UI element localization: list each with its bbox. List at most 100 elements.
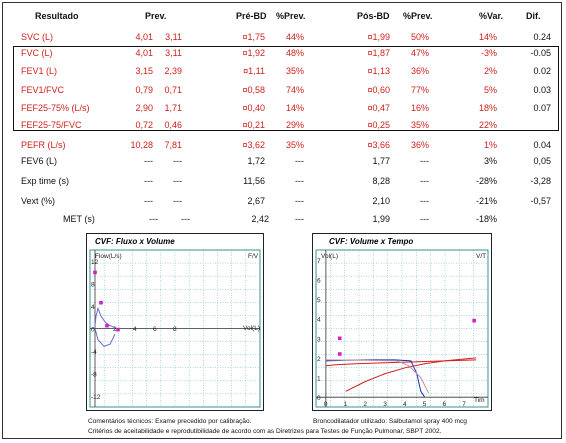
cell-result: 4,01 — [135, 48, 153, 58]
cell-prev: --- — [173, 156, 182, 166]
x-tick-label: 5 — [423, 401, 427, 408]
cell-dif: -0,57 — [530, 196, 551, 206]
series-line — [94, 328, 116, 347]
cell-dif: 0.24 — [533, 32, 551, 42]
cell-pct_pos: 47% — [410, 48, 429, 58]
y-tick-label: 5 — [317, 297, 321, 304]
cell-pre: 11,56 — [243, 176, 265, 186]
cell-pct_pre: 44% — [285, 32, 304, 42]
y-tick-label: -8 — [91, 371, 97, 378]
cell-pos: ¤1,87 — [367, 48, 390, 58]
cell-pos: ¤0,60 — [367, 85, 390, 95]
cell-pct_pre: 35% — [285, 66, 304, 76]
data-marker — [105, 323, 109, 328]
x-tick-label: 1 — [344, 401, 348, 408]
cell-label: FEV6 (L) — [21, 156, 58, 166]
report-frame — [2, 2, 562, 439]
cell-result: 3,15 — [135, 66, 153, 76]
x-tick-label: 2 — [363, 401, 367, 408]
cell-prev: --- — [181, 214, 190, 224]
cell-pct_pre: 35% — [285, 140, 304, 150]
cell-pos: 1,77 — [372, 156, 390, 166]
series-line — [94, 306, 116, 329]
cell-prev: 2,39 — [164, 66, 182, 76]
cell-pos: ¤1,13 — [367, 66, 390, 76]
cell-var: -3% — [480, 48, 497, 58]
cell-result: 0,72 — [135, 120, 153, 130]
cell-pct_pre: --- — [295, 196, 304, 206]
cell-dif: -0.05 — [530, 48, 551, 58]
cell-pct_pre: --- — [295, 156, 304, 166]
cell-pct_pre: --- — [295, 176, 304, 186]
cell-label: FEV1/FVC — [21, 85, 65, 95]
cell-pct_pre: 48% — [285, 48, 304, 58]
cell-pos: ¤1,99 — [367, 32, 390, 42]
cell-pos: 8,28 — [372, 176, 390, 186]
cell-label: FEF25-75% (L/s) — [21, 103, 90, 113]
y-tick-label: 4 — [91, 304, 95, 311]
cell-dif: 0.02 — [533, 66, 551, 76]
cell-pre: 2,67 — [247, 196, 265, 206]
cell-dif: 0,05 — [533, 156, 551, 166]
x-tick-label: 2 — [113, 326, 117, 333]
cell-pct_pos: --- — [420, 214, 429, 224]
cell-pct_pos: 77% — [410, 85, 429, 95]
cell-result: --- — [149, 214, 158, 224]
cell-pre: ¤1,75 — [242, 32, 265, 42]
cell-var: 18% — [478, 103, 497, 113]
footer-comments: Comentários técnicos: Exame precedido po… — [88, 418, 252, 425]
cell-pos: 2,10 — [372, 196, 390, 206]
y-tick-label: -4 — [91, 349, 97, 356]
data-marker — [99, 300, 103, 305]
header-dif: Dif. — [526, 11, 541, 21]
cell-pre: ¤1,11 — [243, 66, 265, 76]
volume-time-chart: CVF: Volume x Tempo 7 6 5 4 3 2 1 0 0 1 2 3 4 5 6 7 Vol(L… — [312, 233, 492, 411]
data-marker — [337, 336, 342, 341]
cell-dif: 0.07 — [533, 103, 551, 113]
cell-prev: 3,11 — [165, 48, 182, 58]
cell-pct_pos: 36% — [410, 140, 429, 150]
cell-label: Exp time (s) — [21, 176, 70, 186]
y-tick-label: 7 — [317, 258, 321, 265]
header-prev: Prev. — [145, 11, 167, 21]
y-tick-label: 12 — [91, 259, 99, 266]
cell-pos: ¤3,66 — [367, 140, 390, 150]
cell-pct_pos: --- — [420, 176, 429, 186]
header-pct-prev-pos: %Prev. — [403, 11, 433, 21]
header-resultado: Resultado — [35, 11, 79, 21]
cell-label: FEF25-75/FVC — [21, 120, 82, 130]
x-axis-label: Tim — [474, 397, 485, 404]
abnormal-results-box — [13, 46, 559, 131]
cell-result: --- — [144, 176, 153, 186]
cell-pre: 2,42 — [251, 214, 269, 224]
data-marker — [337, 352, 342, 356]
data-marker — [93, 270, 97, 275]
cell-label: FEV1 (L) — [21, 66, 58, 76]
cell-result: --- — [144, 196, 153, 206]
cell-var: 22% — [478, 120, 497, 130]
cell-var: -21% — [475, 196, 497, 206]
cell-result: 0,79 — [135, 85, 153, 95]
cell-pct_pre: 29% — [285, 120, 304, 130]
cell-pct_pre: 74% — [285, 85, 304, 95]
x-axis-label: Vol(L) — [243, 325, 260, 332]
cell-label: PEFR (L/s) — [21, 140, 66, 150]
y-tick-label: -12 — [91, 394, 101, 401]
cell-result: --- — [144, 156, 153, 166]
cell-dif: -3,28 — [530, 176, 551, 186]
x-tick-label: 8 — [173, 326, 177, 333]
data-marker — [472, 318, 476, 323]
cell-pre: 1,72 — [247, 156, 265, 166]
y-tick-label: 0 — [91, 327, 95, 334]
cell-var: 1% — [483, 140, 497, 150]
x-tick-label: 6 — [443, 401, 447, 408]
cell-pos: ¤0,25 — [367, 120, 390, 130]
x-tick-label: 6 — [153, 326, 157, 333]
series-line — [345, 357, 477, 392]
header-pct-var: %Var. — [479, 11, 504, 21]
x-tick-label: 7 — [462, 401, 466, 408]
cell-var: 2% — [483, 66, 497, 76]
corner-label: V/T — [476, 253, 486, 260]
